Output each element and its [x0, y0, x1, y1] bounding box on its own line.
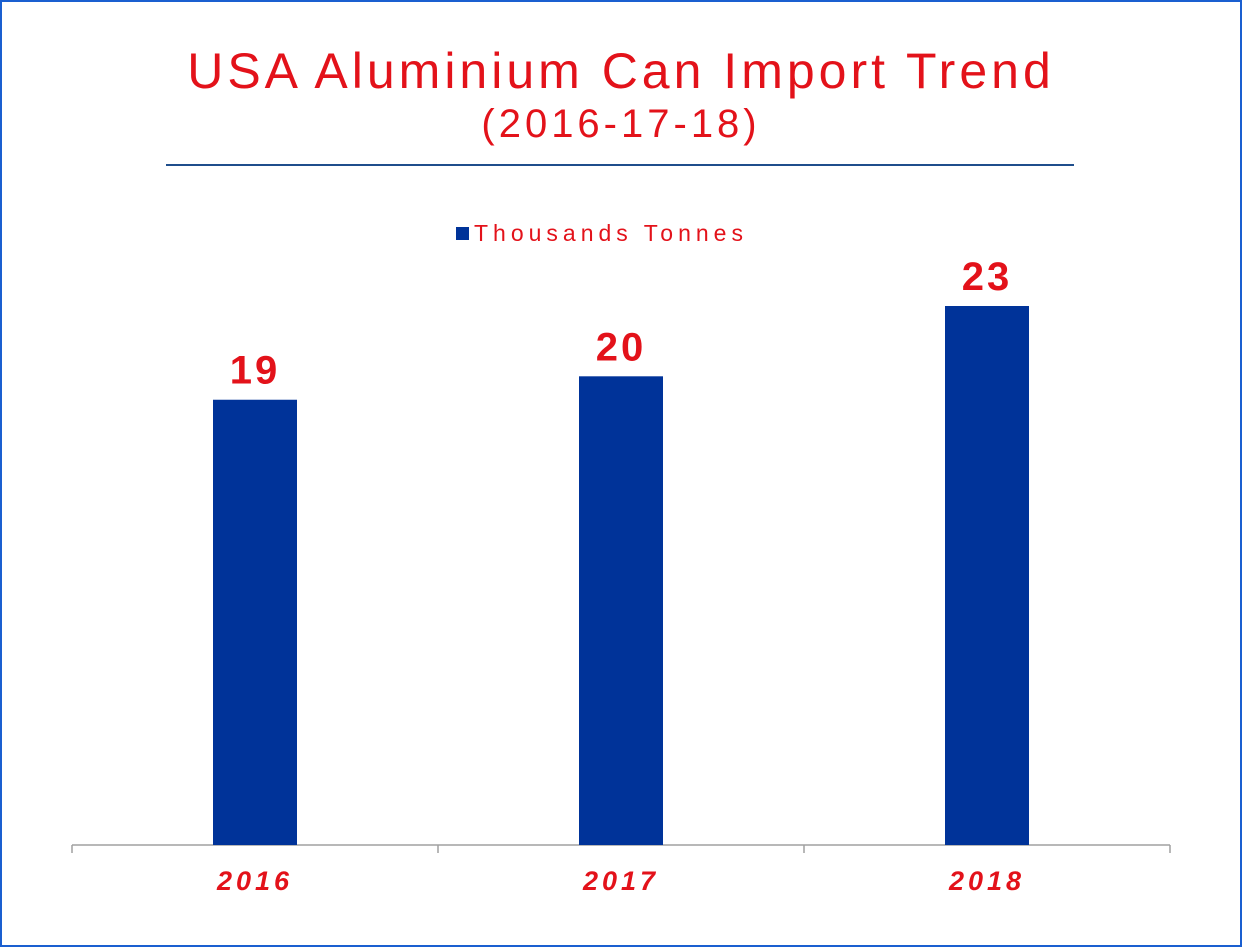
x-tick-label: 2016 — [216, 866, 293, 896]
chart-subtitle: (2016-17-18) — [481, 102, 761, 146]
data-label: 19 — [230, 349, 281, 393]
bar — [213, 399, 297, 845]
bar — [579, 376, 663, 845]
legend: Thousands Tonnes — [456, 219, 748, 247]
data-label: 23 — [962, 255, 1013, 299]
legend-swatch — [456, 226, 469, 240]
x-tick-label: 2018 — [948, 866, 1025, 896]
legend-label: Thousands Tonnes — [474, 219, 748, 246]
data-label: 20 — [596, 325, 647, 369]
x-tick-label: 2017 — [582, 866, 659, 896]
title-underline — [166, 164, 1074, 166]
chart-title: USA Aluminium Can Import Trend — [187, 43, 1055, 99]
bar — [945, 306, 1029, 845]
